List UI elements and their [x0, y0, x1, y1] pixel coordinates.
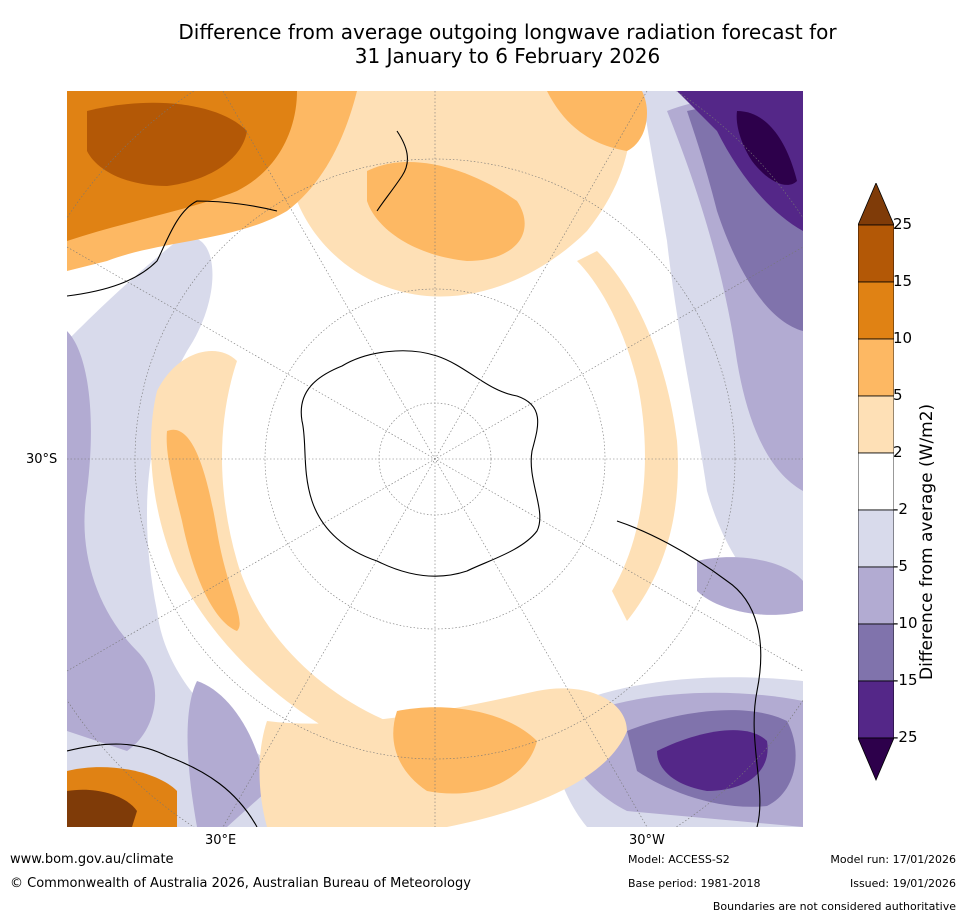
antarctica-coastline [300, 350, 541, 577]
title-line-1: Difference from average outgoing longwav… [178, 20, 837, 44]
anomaly-patch-purple-west [67, 331, 156, 751]
colorbar-tick-label: 10 [893, 329, 913, 347]
colorbar-tick-label: 2 [893, 443, 903, 461]
colorbar-segment [858, 224, 894, 283]
colorbar-tick-label: -10 [893, 614, 918, 632]
colorbar-tick-label: 25 [893, 215, 913, 233]
colorbar-segment [858, 623, 894, 682]
colorbar-segment [858, 338, 894, 397]
anomaly-band-light-orange-ring-west [151, 351, 387, 751]
anomaly-patch-deepest-purple-east [736, 111, 797, 185]
new-zealand-coastline [376, 130, 408, 212]
longitude-label-30e: 30°E [205, 833, 237, 848]
anomaly-patch-brown-northwest [87, 102, 247, 186]
copyright-text: © Commonwealth of Australia 2026, Austra… [10, 876, 471, 891]
colorbar [858, 183, 894, 782]
website-link[interactable]: www.bom.gov.au/climate [10, 852, 174, 867]
anomaly-patch-purple-southwest [187, 681, 267, 827]
colorbar-tick-label: -2 [893, 500, 908, 518]
anomaly-patch-purple-southeast-small [697, 557, 803, 615]
latitude-label-30s: 30°S [26, 452, 58, 467]
colorbar-extend-top [858, 183, 894, 226]
title-line-2: 31 January to 6 February 2026 [354, 44, 661, 68]
chart-title: Difference from average outgoing longwav… [90, 20, 925, 68]
colorbar-segment [858, 566, 894, 625]
anomaly-patch-deep-purple-east [677, 91, 803, 231]
colorbar-segment [858, 680, 894, 739]
colorbar-extend-bottom [858, 737, 894, 782]
anomaly-patch-orange-north [367, 162, 525, 261]
colorbar-segment [858, 281, 894, 340]
base-period-label: Base period: 1981-2018 [628, 877, 761, 890]
colorbar-tick-label: -25 [893, 728, 918, 746]
colorbar-tick-label: 5 [893, 386, 903, 404]
colorbar-tick-label: -15 [893, 671, 918, 689]
disclaimer-text: Boundaries are not considered authoritat… [712, 900, 956, 913]
anomaly-band-light-orange-ring-east [577, 251, 678, 621]
polar-map [67, 91, 803, 827]
issued-label: Issued: 19/01/2026 [849, 877, 956, 890]
south-america-coastline [616, 520, 762, 827]
anomaly-patch-orange-west [166, 429, 240, 631]
model-run-label: Model run: 17/01/2026 [830, 853, 956, 866]
colorbar-segment [858, 395, 894, 454]
colorbar-segment [858, 452, 894, 511]
longitude-label-30w: 30°W [629, 833, 665, 848]
anomaly-patch-orange-northeast [547, 91, 647, 151]
graticule [67, 91, 803, 827]
colorbar-tick-label: 15 [893, 272, 913, 290]
anomaly-patch-orange-south [393, 707, 537, 794]
anomaly-patch-deep-brown-southwest [67, 789, 137, 827]
model-label: Model: ACCESS-S2 [628, 853, 730, 866]
colorbar-title: Difference from average (W/m2) [917, 403, 937, 680]
colorbar-tick-label: -5 [893, 557, 908, 575]
australia-coastline [67, 200, 278, 297]
colorbar-segment [858, 509, 894, 568]
africa-coastline [67, 743, 258, 827]
